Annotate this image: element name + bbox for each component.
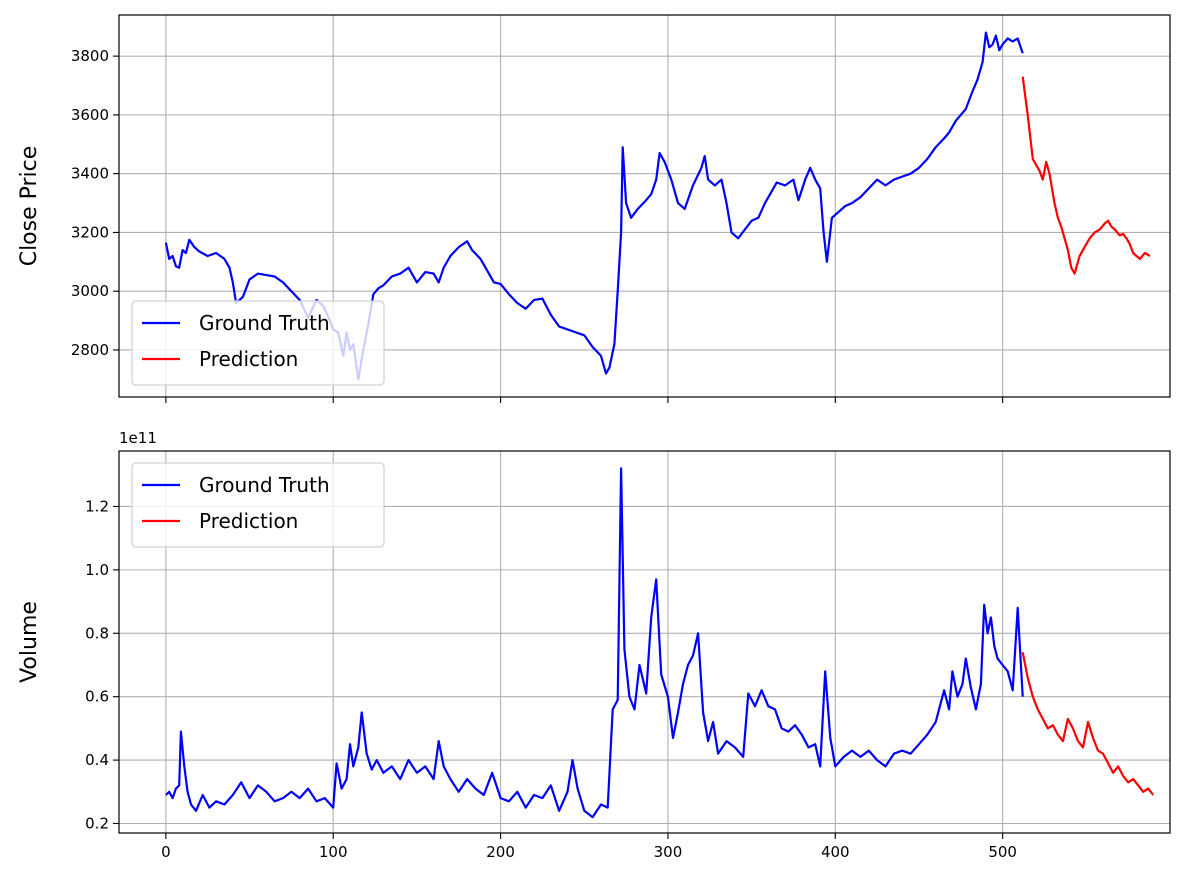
series-line-prediction xyxy=(1021,652,1155,796)
x-tick-label: 500 xyxy=(988,843,1017,861)
chart-panel-2: 0 100 200 300 400 500 0.2 0.4 0.6 0.8 1.0 1.2 1e11 Vo… xyxy=(17,429,1171,861)
legend: Ground Truth Prediction xyxy=(131,300,385,386)
axis-offset-text: 1e11 xyxy=(119,429,157,447)
y-tick-label: 0.4 xyxy=(85,751,109,769)
legend-label: Prediction xyxy=(199,347,298,371)
y-tick-label: 0.2 xyxy=(85,814,109,832)
x-tick-label: 300 xyxy=(654,843,683,861)
y-axis-label: Volume xyxy=(17,601,42,683)
y-axis-label: Close Price xyxy=(17,146,42,267)
axes-frame xyxy=(118,450,1171,834)
x-tick-label: 0 xyxy=(161,843,171,861)
y-tick-label: 3000 xyxy=(71,282,109,300)
legend: Ground Truth Prediction xyxy=(131,462,385,548)
legend-label: Ground Truth xyxy=(199,311,330,335)
x-tick-label: 200 xyxy=(486,843,515,861)
y-tick-label: 0.6 xyxy=(85,688,109,706)
y-tick-label: 2800 xyxy=(71,341,109,359)
y-tick-label: 3400 xyxy=(71,165,109,183)
legend-label: Prediction xyxy=(199,509,298,533)
chart-panel-1: 2800 3000 3200 3400 3600 3800 Close Price Groun… xyxy=(17,14,1171,403)
series-line-ground-truth xyxy=(165,467,1024,819)
y-tick-label: 3200 xyxy=(71,223,109,241)
y-tick-label: 3600 xyxy=(71,106,109,124)
legend-box xyxy=(131,300,385,386)
x-tick-label: 100 xyxy=(319,843,348,861)
legend-label: Ground Truth xyxy=(199,473,330,497)
axes-frame xyxy=(118,14,1171,398)
series-line-prediction xyxy=(1021,76,1151,275)
x-tick-label: 400 xyxy=(821,843,850,861)
y-tick-label: 0.8 xyxy=(85,624,109,642)
y-tick-label: 3800 xyxy=(71,47,109,65)
legend-box xyxy=(131,462,385,548)
y-tick-label: 1.2 xyxy=(85,497,109,515)
y-tick-label: 1.0 xyxy=(85,561,109,579)
